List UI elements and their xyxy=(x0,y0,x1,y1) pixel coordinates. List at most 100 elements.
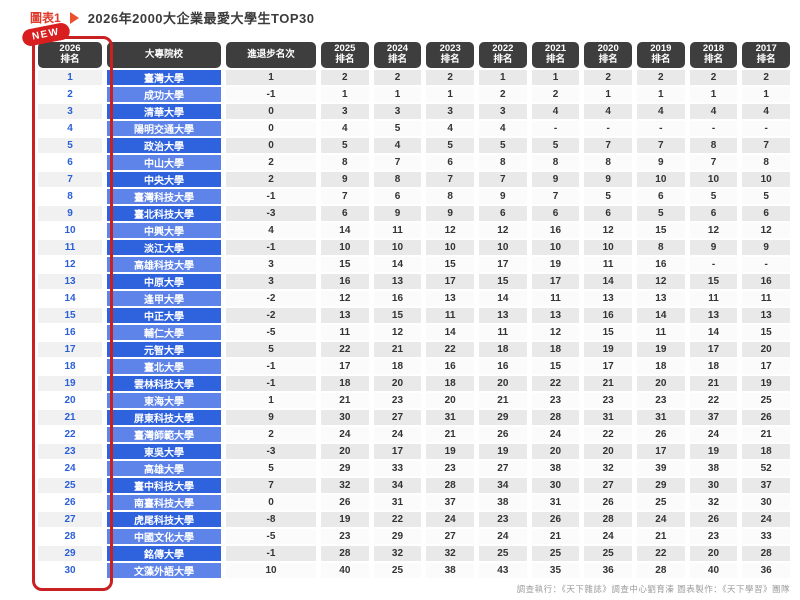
year-cell: 4 xyxy=(321,121,369,136)
year-cell: 17 xyxy=(742,359,790,374)
year-cell: 7 xyxy=(637,138,685,153)
year-cell: 37 xyxy=(426,495,474,510)
year-cell: 14 xyxy=(584,274,632,289)
rank-cell: 9 xyxy=(38,206,102,221)
year-cell: 6 xyxy=(584,206,632,221)
year-cell: 23 xyxy=(584,393,632,408)
school-cell: 雲林科技大學 xyxy=(107,376,221,391)
header-cell: 2026 排名 xyxy=(38,42,102,68)
year-cell: 28 xyxy=(637,563,685,578)
year-cell: 8 xyxy=(479,155,527,170)
year-cell: 37 xyxy=(742,478,790,493)
year-cell: 8 xyxy=(584,155,632,170)
rank-cell: 21 xyxy=(38,410,102,425)
year-cell: 16 xyxy=(742,274,790,289)
year-cell: 24 xyxy=(426,512,474,527)
rank-cell: 7 xyxy=(38,172,102,187)
year-cell: 24 xyxy=(479,529,527,544)
school-cell: 輔仁大學 xyxy=(107,325,221,340)
change-cell: 7 xyxy=(226,478,316,493)
year-cell: 24 xyxy=(637,512,685,527)
year-cell: 21 xyxy=(531,529,580,544)
change-cell: -5 xyxy=(226,325,316,340)
year-cell: 8 xyxy=(689,138,738,153)
year-cell: 11 xyxy=(637,325,685,340)
credit-text: 調查執行：《天下雜誌》調查中心劉育溱 圖表製作：《天下學習》團隊 xyxy=(516,584,790,594)
change-cell: 1 xyxy=(226,393,316,408)
year-cell: 16 xyxy=(426,359,474,374)
school-cell: 屏東科技大學 xyxy=(107,410,221,425)
year-cell: - xyxy=(689,121,738,136)
school-cell: 元智大學 xyxy=(107,342,221,357)
school-cell: 淡江大學 xyxy=(107,240,221,255)
year-cell: 26 xyxy=(321,495,369,510)
year-cell: 9 xyxy=(637,155,685,170)
header-cell: 2022 排名 xyxy=(479,42,527,68)
year-cell: 11 xyxy=(373,223,422,238)
change-cell: -3 xyxy=(226,444,316,459)
year-cell: 4 xyxy=(373,138,422,153)
year-cell: 12 xyxy=(689,223,738,238)
year-cell: 23 xyxy=(479,512,527,527)
year-cell: 17 xyxy=(321,359,369,374)
year-cell: 13 xyxy=(321,308,369,323)
year-cell: 18 xyxy=(426,376,474,391)
year-cell: 18 xyxy=(637,359,685,374)
change-cell: -1 xyxy=(226,546,316,561)
year-cell: 4 xyxy=(531,104,580,119)
year-cell: 11 xyxy=(479,325,527,340)
rank-cell: 24 xyxy=(38,461,102,476)
year-cell: 11 xyxy=(584,257,632,272)
year-cell: 19 xyxy=(531,257,580,272)
year-cell: 10 xyxy=(637,172,685,187)
year-cell: 1 xyxy=(531,70,580,85)
year-cell: 5 xyxy=(689,189,738,204)
year-cell: 2 xyxy=(479,87,527,102)
year-cell: 16 xyxy=(531,223,580,238)
year-cell: 36 xyxy=(584,563,632,578)
rank-cell: 4 xyxy=(38,121,102,136)
year-cell: 1 xyxy=(584,87,632,102)
year-cell: 24 xyxy=(321,427,369,442)
year-cell: 15 xyxy=(531,359,580,374)
year-cell: 19 xyxy=(479,444,527,459)
rank-cell: 23 xyxy=(38,444,102,459)
year-cell: 13 xyxy=(479,308,527,323)
year-cell: 5 xyxy=(742,189,790,204)
change-cell: 0 xyxy=(226,138,316,153)
year-cell: 11 xyxy=(321,325,369,340)
year-cell: 8 xyxy=(321,155,369,170)
year-cell: 11 xyxy=(531,291,580,306)
year-cell: 4 xyxy=(426,121,474,136)
year-cell: 10 xyxy=(373,240,422,255)
year-cell: 14 xyxy=(426,325,474,340)
school-cell: 中興大學 xyxy=(107,223,221,238)
school-cell: 銘傳大學 xyxy=(107,546,221,561)
year-cell: 4 xyxy=(742,104,790,119)
year-cell: 7 xyxy=(479,172,527,187)
year-cell: 14 xyxy=(373,257,422,272)
year-cell: 20 xyxy=(637,376,685,391)
year-cell: 6 xyxy=(479,206,527,221)
year-cell: 23 xyxy=(689,529,738,544)
year-cell: 16 xyxy=(479,359,527,374)
year-cell: 18 xyxy=(689,359,738,374)
year-cell: 12 xyxy=(479,223,527,238)
year-cell: 28 xyxy=(321,546,369,561)
year-cell: 18 xyxy=(479,342,527,357)
change-cell: 0 xyxy=(226,495,316,510)
change-cell: -1 xyxy=(226,240,316,255)
rank-cell: 29 xyxy=(38,546,102,561)
school-cell: 中正大學 xyxy=(107,308,221,323)
year-cell: 15 xyxy=(689,274,738,289)
year-cell: 30 xyxy=(531,478,580,493)
year-cell: 28 xyxy=(584,512,632,527)
header-cell: 2024 排名 xyxy=(373,42,422,68)
year-cell: 27 xyxy=(373,410,422,425)
year-cell: 21 xyxy=(479,393,527,408)
year-cell: 23 xyxy=(531,393,580,408)
year-cell: 5 xyxy=(531,138,580,153)
year-cell: 7 xyxy=(584,138,632,153)
year-cell: 10 xyxy=(426,240,474,255)
year-cell: 5 xyxy=(584,189,632,204)
